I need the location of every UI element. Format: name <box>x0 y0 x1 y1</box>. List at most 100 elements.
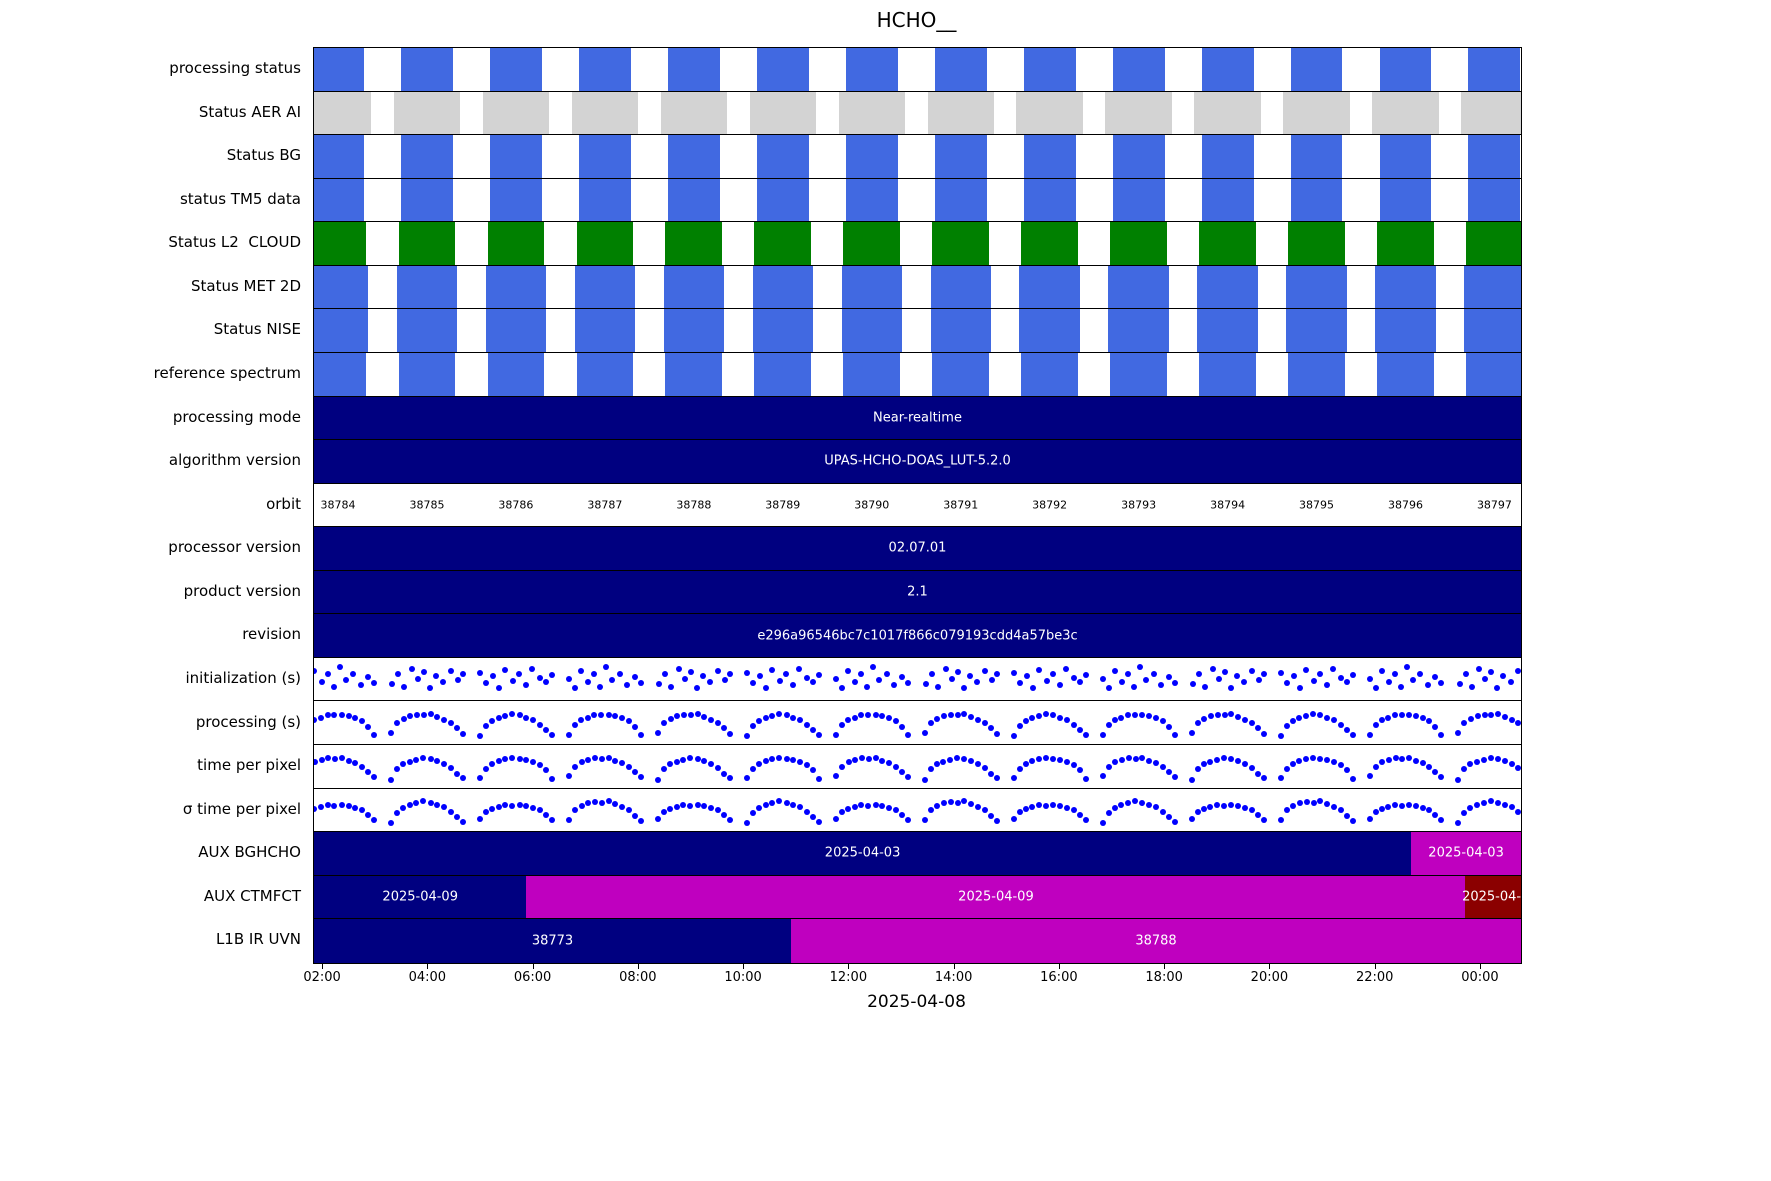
scatter-dot <box>1241 805 1248 812</box>
scatter-dot <box>548 775 555 782</box>
scatter-dot <box>1200 761 1207 768</box>
scatter-dot <box>815 731 822 738</box>
scatter-dot <box>1139 799 1146 806</box>
scatter-dot <box>974 760 981 767</box>
scatter-dot <box>654 729 661 736</box>
scatter-dot <box>714 807 721 814</box>
status-block <box>396 265 458 309</box>
scatter-dot <box>619 803 626 810</box>
scatter-dot <box>743 669 750 676</box>
scatter-dot <box>605 754 612 761</box>
status-block <box>314 309 369 352</box>
scatter-dot <box>989 676 996 683</box>
scatter-dot <box>1165 814 1172 821</box>
scatter-dot <box>1171 818 1178 825</box>
scatter-dot <box>981 765 988 772</box>
scatter-dot <box>1412 803 1419 810</box>
scatter-dot <box>981 720 988 727</box>
scatter-dot <box>974 716 981 723</box>
scatter-dot <box>516 712 523 719</box>
scatter-dot <box>1291 673 1298 680</box>
scatter-dot <box>762 758 769 765</box>
status-block <box>1016 91 1083 135</box>
scatter-dot <box>571 763 578 770</box>
scatter-dot <box>1385 803 1392 810</box>
scatter-dot <box>876 676 883 683</box>
scatter-dot <box>1036 755 1043 762</box>
scatter-dot <box>612 713 619 720</box>
status-block <box>1290 178 1343 222</box>
scatter-dot <box>584 714 591 721</box>
status-block <box>1023 48 1076 91</box>
scatter-dot <box>1235 758 1242 765</box>
x-tick-mark <box>743 963 745 969</box>
scatter-dot <box>1248 807 1255 814</box>
scatter-dot <box>803 674 810 681</box>
scatter-dot <box>427 711 434 718</box>
scatter-dot <box>815 672 822 679</box>
scatter-dot <box>631 812 638 819</box>
scatter-dot <box>1119 756 1126 763</box>
status-block <box>752 309 813 352</box>
scatter-dot <box>947 756 954 763</box>
scatter-dot <box>1221 712 1228 719</box>
scatter-dot <box>406 802 413 809</box>
scatter-dot <box>609 676 616 683</box>
scatter-dot <box>851 803 858 810</box>
scatter-dot <box>1412 713 1419 720</box>
x-tick-label: 04:00 <box>408 970 447 985</box>
scatter-dot <box>1303 667 1310 674</box>
row-label-algorithm-version: algorithm version <box>168 451 301 470</box>
status-block <box>401 48 453 91</box>
status-block <box>843 352 901 396</box>
scatter-dot <box>352 760 359 767</box>
scatter-dot <box>838 685 845 692</box>
scatter-dot <box>892 763 899 770</box>
scatter-dot <box>961 755 968 762</box>
scatter-dot <box>680 802 687 809</box>
scatter-dot <box>565 731 572 738</box>
status-block <box>487 222 545 265</box>
scatter-dot <box>993 775 1000 782</box>
bar-text: UPAS-HCHO-DOAS_LUT-5.2.0 <box>824 453 1011 469</box>
status-block <box>398 352 456 396</box>
scatter-dot <box>1029 714 1036 721</box>
row-label-status-nise: Status NISE <box>213 320 301 339</box>
status-block <box>576 352 634 396</box>
plot-row-time-per-pixel <box>314 745 1521 789</box>
scatter-dot <box>968 758 975 765</box>
scatter-dot <box>934 802 941 809</box>
scatter-dot <box>941 800 948 807</box>
scatter-dot <box>1221 668 1228 675</box>
scatter-dot <box>1412 757 1419 764</box>
scatter-dot <box>1029 803 1036 810</box>
scatter-dot <box>1310 799 1317 806</box>
scatter-dot <box>495 758 502 765</box>
scatter-dot <box>993 671 1000 678</box>
scatter-dot <box>1349 672 1356 679</box>
scatter-dot <box>345 803 352 810</box>
scatter-dot <box>1426 807 1433 814</box>
x-tick-mark <box>1479 963 1481 969</box>
scatter-dot <box>892 718 899 725</box>
scatter-dot <box>324 712 331 719</box>
scatter-dot <box>1468 683 1475 690</box>
status-block <box>401 178 453 222</box>
scatter-dot <box>701 758 708 765</box>
scatter-dot <box>1296 714 1303 721</box>
scatter-dot <box>1214 802 1221 809</box>
scatter-dot <box>796 666 803 673</box>
row-label-processing-status: processing status <box>169 59 301 77</box>
status-block <box>1105 91 1172 135</box>
status-block <box>841 265 902 309</box>
scatter-dot <box>1070 721 1077 728</box>
scatter-dot <box>1424 681 1431 688</box>
plot-row-product-version: 2.1 <box>314 570 1521 615</box>
scatter-dot <box>592 755 599 762</box>
status-block <box>1464 309 1521 352</box>
status-block <box>1023 178 1076 222</box>
scatter-dot <box>420 798 427 805</box>
scatter-dot <box>859 755 865 762</box>
scatter-dot <box>654 816 661 823</box>
timeline-segment <box>314 832 1412 875</box>
